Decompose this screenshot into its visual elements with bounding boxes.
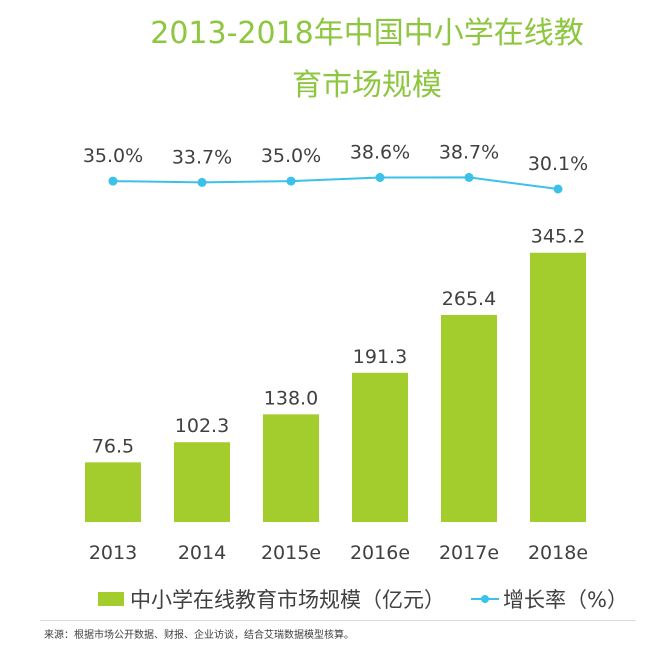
source-note: 来源：根据市场公开数据、财报、企业访谈，结合艾瑞数据模型核算。 [44,630,354,641]
chart-title-line-1: 2013-2018年中国中小学在线教 [150,16,584,51]
growth-rate-label: 33.7% [172,146,232,168]
growth-rate-point [197,177,207,187]
growth-rate-point [286,176,296,186]
growth-rate-point [375,173,385,182]
growth-rate-label: 30.1% [528,153,588,175]
growth-rate-label: 38.7% [439,141,499,163]
growth-rate-line [112,176,559,190]
legend-bar-swatch [98,592,124,606]
bar-value-label: 102.3 [175,415,229,437]
x-tick-label: 2015e [261,542,321,564]
x-tick-label: 2016e [350,542,410,564]
bar-value-label: 76.5 [92,435,134,457]
bar [441,314,497,522]
source-divider [40,620,636,621]
chart-title: 2013-2018年中国中小学在线教 育市场规模 [0,8,668,112]
bar [174,442,230,522]
growth-rate-point [553,184,563,194]
x-tick-label: 2017e [439,542,499,564]
bar-value-label: 191.3 [353,346,407,368]
chart-canvas: 76.5 2013 102.3 2014 138.0 2015e 191.3 2016e 265… [83,141,588,564]
bar-value-label: 265.4 [442,288,496,310]
bar [263,414,319,522]
growth-rate-point [464,172,474,182]
bar-value-label: 345.2 [531,226,585,248]
legend-line-label: 增长率（%） [503,588,628,612]
x-tick-label: 2018e [528,542,588,564]
x-tick-label: 2013 [89,542,137,564]
bar [85,462,141,522]
chart-title-line-2: 育市场规模 [292,68,442,103]
bar [530,252,586,522]
growth-rate-label: 38.6% [350,142,410,164]
growth-rate-label: 35.0% [261,145,321,167]
legend-bar-label: 中小学在线教育市场规模（亿元） [130,588,445,612]
growth-rate-label: 35.0% [83,145,143,167]
growth-rate-point [108,176,118,186]
legend-line-swatch [471,592,499,606]
chart-legend: 中小学在线教育市场规模（亿元） 增长率（%） [98,584,628,614]
bar-value-label: 138.0 [264,387,318,409]
x-tick-label: 2014 [178,542,226,564]
bar [352,372,408,522]
